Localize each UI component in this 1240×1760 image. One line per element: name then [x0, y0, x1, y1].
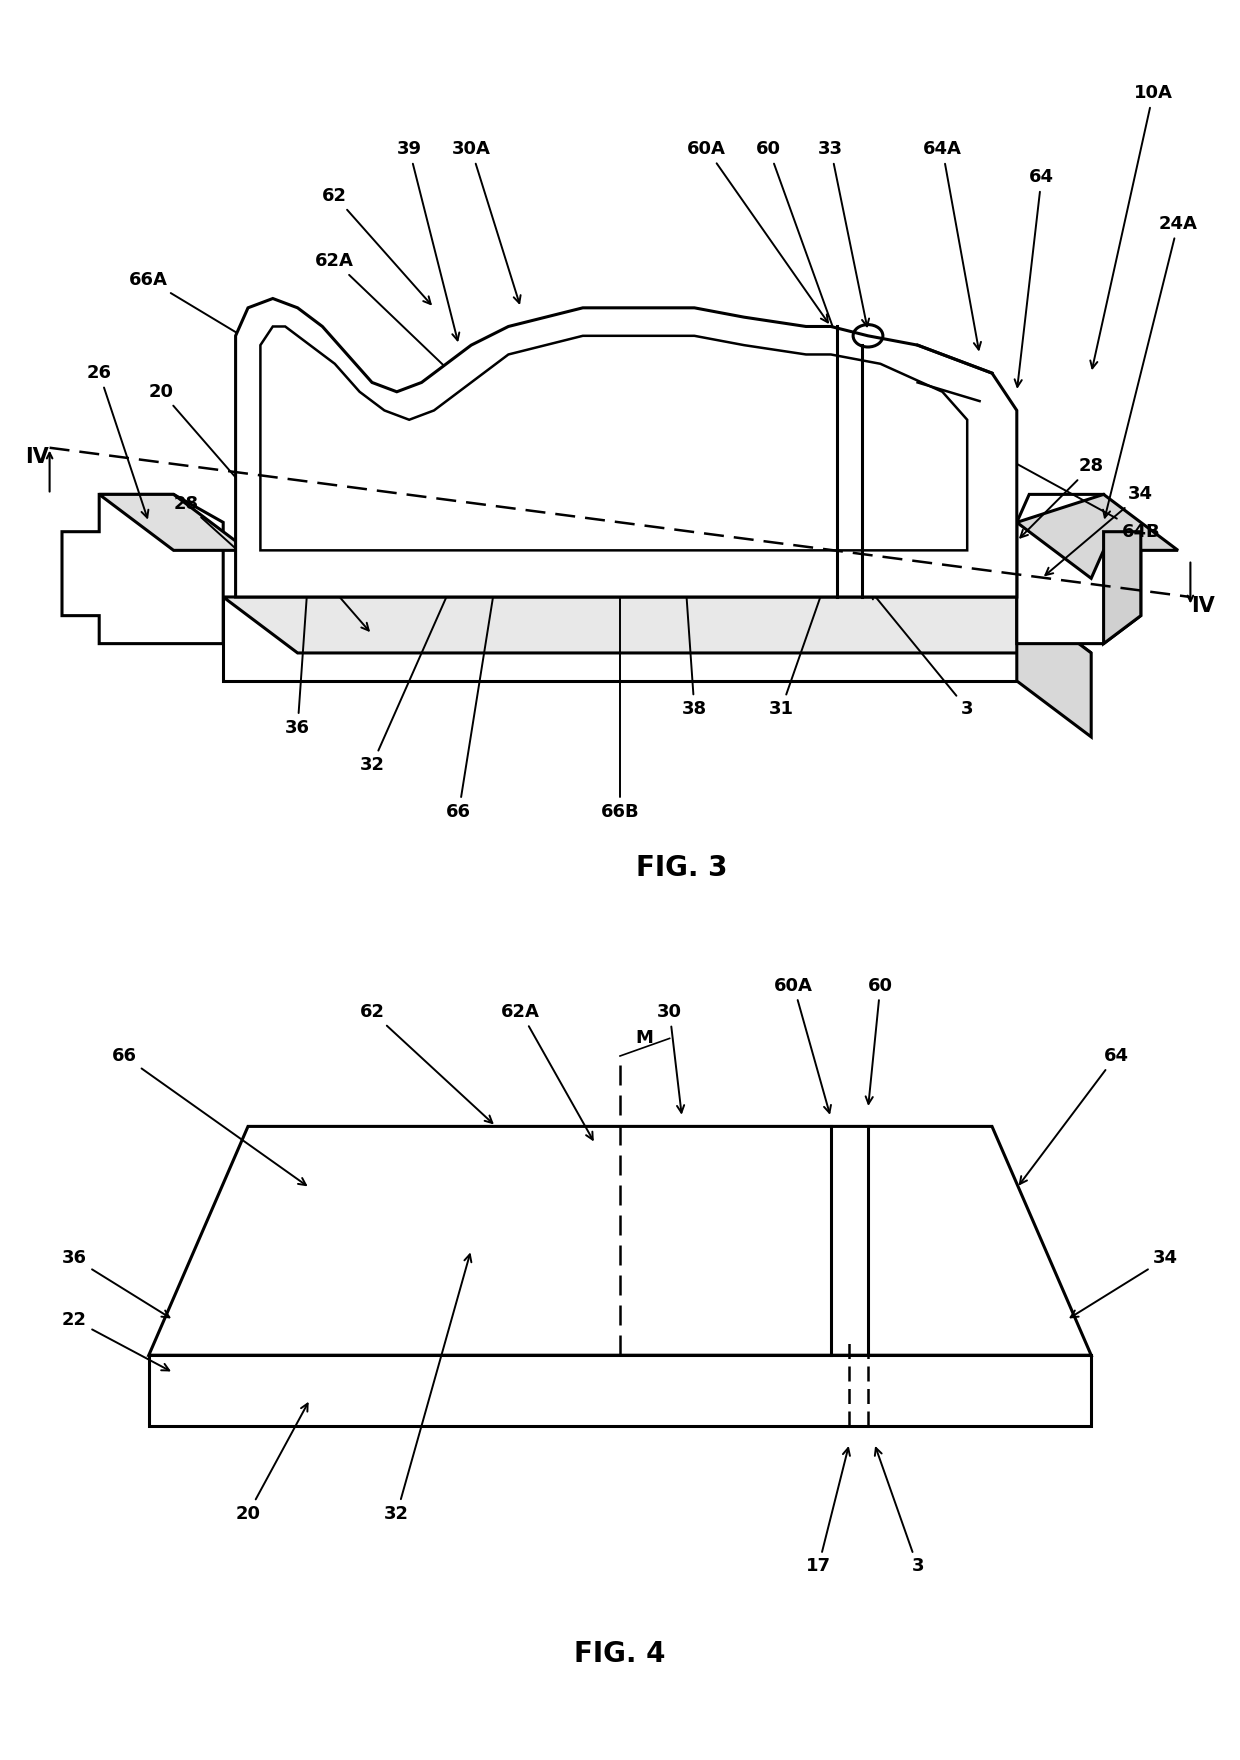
Text: 3: 3 [872, 591, 973, 718]
Text: 36: 36 [62, 1250, 170, 1318]
Polygon shape [1104, 532, 1141, 644]
Text: M: M [636, 1030, 653, 1047]
Text: 10A: 10A [1090, 84, 1173, 368]
Text: IV: IV [25, 447, 50, 466]
Text: 66A: 66A [129, 271, 269, 352]
Text: 64: 64 [1014, 169, 1054, 387]
Polygon shape [236, 299, 1017, 597]
Text: 62A: 62A [315, 252, 467, 389]
Polygon shape [1017, 495, 1178, 579]
Text: 36: 36 [285, 556, 312, 737]
Text: 66: 66 [446, 583, 497, 820]
Text: 62: 62 [360, 1003, 492, 1123]
Text: 17: 17 [806, 1448, 849, 1575]
Text: 60A: 60A [774, 977, 831, 1112]
Polygon shape [223, 597, 1017, 681]
Text: 62A: 62A [501, 1003, 593, 1140]
Text: 64B: 64B [1009, 459, 1161, 540]
Text: 60A: 60A [687, 141, 828, 322]
Text: 62: 62 [322, 187, 430, 304]
Polygon shape [99, 495, 248, 551]
Polygon shape [1017, 597, 1091, 737]
Text: 31: 31 [769, 537, 843, 718]
Text: 3: 3 [875, 1448, 924, 1575]
Text: 66: 66 [112, 1047, 306, 1184]
Text: 30A: 30A [451, 141, 521, 303]
Text: FIG. 4: FIG. 4 [574, 1640, 666, 1668]
Text: 32: 32 [360, 546, 470, 774]
Text: 30: 30 [657, 1003, 684, 1112]
Text: 60: 60 [866, 977, 893, 1104]
Text: 34: 34 [1070, 1250, 1178, 1318]
Polygon shape [1017, 495, 1141, 644]
Polygon shape [223, 597, 1091, 653]
Polygon shape [149, 1126, 1091, 1355]
Text: 20: 20 [149, 382, 368, 630]
Text: 66B: 66B [600, 583, 640, 820]
Text: IV: IV [1190, 597, 1215, 616]
Text: 28: 28 [174, 495, 244, 556]
Text: 24A: 24A [1104, 215, 1198, 517]
Text: 32: 32 [384, 1255, 471, 1522]
Text: 64A: 64A [923, 141, 981, 350]
Text: 33: 33 [818, 141, 869, 326]
Text: 38: 38 [680, 537, 707, 718]
Text: 64: 64 [1019, 1047, 1128, 1184]
Text: 20: 20 [236, 1403, 308, 1522]
Text: 26: 26 [87, 364, 149, 517]
Text: 39: 39 [397, 141, 459, 340]
Text: FIG. 3: FIG. 3 [636, 854, 728, 882]
Polygon shape [149, 1355, 1091, 1426]
Text: 60: 60 [756, 141, 848, 368]
Text: 34: 34 [1045, 486, 1153, 576]
Polygon shape [62, 495, 223, 644]
Text: 28: 28 [1021, 458, 1104, 537]
Text: 22: 22 [62, 1311, 169, 1371]
